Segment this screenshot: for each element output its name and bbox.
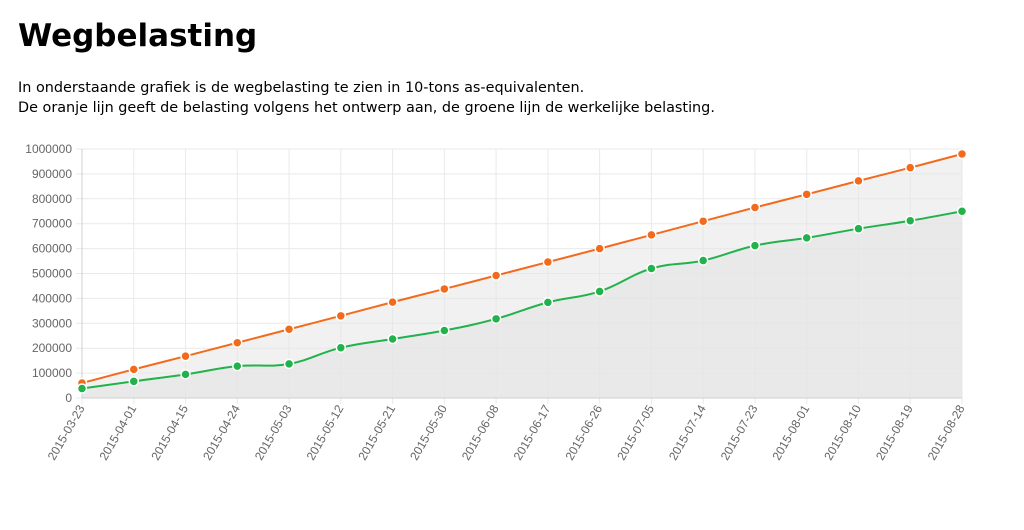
x-tick-label: 2015-05-21 (355, 402, 398, 462)
y-tick-label: 300000 (32, 316, 72, 330)
series-2-area (82, 211, 962, 398)
x-tick-label: 2015-07-14 (666, 402, 709, 462)
x-tick-label: 2015-08-10 (821, 402, 864, 462)
series-2-point (904, 215, 916, 226)
y-tick-label: 1000000 (25, 142, 72, 156)
x-tick-label: 2015-06-17 (511, 402, 554, 462)
x-tick-label: 2015-04-24 (200, 402, 243, 462)
series-2-point (646, 263, 657, 274)
series-2-point (853, 223, 864, 234)
x-tick-label: 2015-05-12 (304, 402, 347, 462)
y-tick-label: 200000 (32, 341, 72, 355)
series-1-point (335, 310, 347, 322)
x-tick-label: 2015-08-01 (769, 402, 812, 462)
series-2-point (387, 333, 398, 345)
x-tick-label: 2015-07-23 (718, 402, 761, 462)
y-tick-label: 100000 (32, 366, 72, 380)
series-1-point (801, 189, 812, 200)
series-2-point (180, 369, 191, 380)
x-tick-label: 2015-08-28 (925, 402, 968, 462)
x-tick-label: 2015-04-01 (97, 402, 140, 462)
x-tick-label: 2015-06-26 (562, 402, 605, 462)
series-1-point (128, 364, 140, 375)
series-2-point (76, 383, 88, 394)
series-1-point (180, 350, 191, 362)
series-1-point (490, 270, 502, 281)
series-1-point (594, 243, 605, 254)
x-tick-label: 2015-05-03 (252, 402, 295, 462)
series-1-point (542, 256, 554, 268)
y-tick-label: 700000 (32, 217, 72, 231)
series-2-point (956, 206, 968, 217)
series-2-point (801, 232, 812, 244)
series-1-point (646, 229, 657, 241)
y-tick-label: 500000 (32, 267, 72, 281)
series-2-point (335, 342, 347, 353)
y-tick-label: 900000 (32, 167, 72, 181)
series-1-point (283, 324, 295, 335)
series-1-point (853, 175, 864, 187)
series-1-point (387, 296, 398, 308)
series-1-point (904, 162, 916, 173)
series-2-point (490, 313, 502, 325)
series-1-point (232, 337, 243, 348)
series-1-point (439, 283, 450, 295)
series-1-point (697, 215, 709, 227)
series-2-point (697, 255, 709, 266)
series-2-point (439, 325, 450, 336)
series-1-point (956, 148, 968, 160)
y-tick-label: 0 (65, 391, 72, 405)
intro-line-2: De oranje lijn geeft de belasting volgen… (18, 100, 715, 116)
y-tick-label: 600000 (32, 242, 72, 256)
x-tick-label: 2015-04-15 (148, 402, 191, 462)
series-2-point (232, 360, 243, 372)
series-2-point (749, 240, 761, 251)
series-2-point (542, 297, 554, 308)
series-2-point (594, 286, 605, 297)
x-tick-label: 2015-06-08 (459, 402, 502, 462)
x-tick-label: 2015-07-05 (614, 402, 657, 462)
intro-text: In onderstaande grafiek is de wegbelasti… (18, 78, 715, 118)
x-tick-label: 2015-08-19 (873, 402, 916, 462)
intro-line-1: In onderstaande grafiek is de wegbelasti… (18, 80, 585, 96)
series-1-point (749, 202, 761, 213)
x-tick-label: 2015-05-30 (407, 402, 450, 462)
series-2-point (128, 376, 140, 387)
y-tick-label: 400000 (32, 291, 72, 305)
x-tick-label: 2015-03-23 (45, 402, 88, 462)
y-tick-label: 800000 (32, 192, 72, 206)
series-2-point (283, 358, 295, 370)
page-title: Wegbelasting (18, 18, 258, 54)
